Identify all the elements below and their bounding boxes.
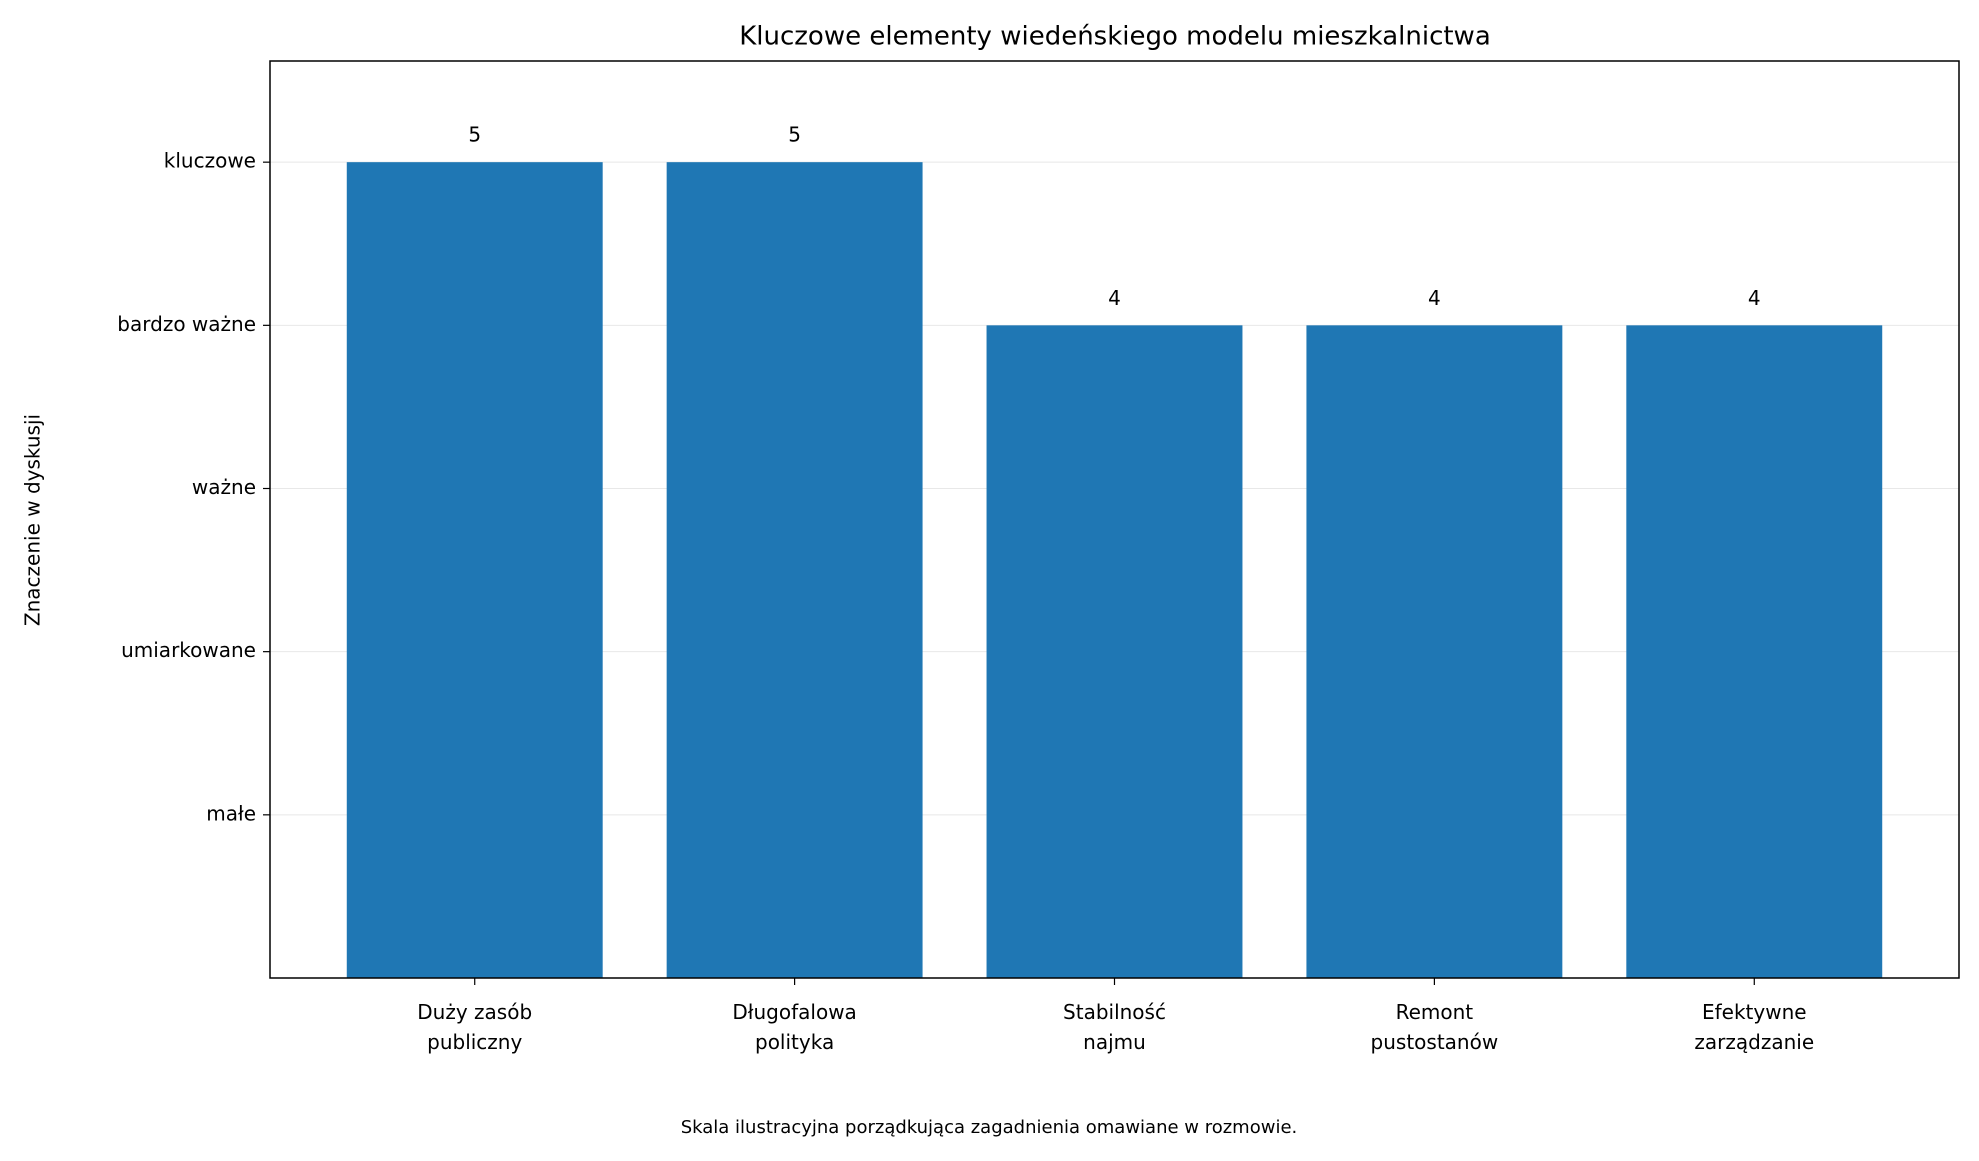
- bar: [1306, 325, 1563, 979]
- bar: [666, 162, 923, 978]
- value-label: 5: [468, 123, 481, 147]
- plot-frame: [269, 60, 1960, 979]
- y-axis-label: Znaczenie w dyskusji: [21, 414, 45, 626]
- value-label: 4: [1428, 286, 1441, 310]
- caption: Skala ilustracyjna porządkująca zagadnie…: [681, 1117, 1298, 1138]
- x-tick-label: Stabilność najmu: [1063, 1000, 1166, 1054]
- x-tick-label: Remont pustostanów: [1371, 1000, 1499, 1054]
- value-label: 4: [1748, 286, 1761, 310]
- value-label: 4: [1108, 286, 1121, 310]
- bar: [1626, 325, 1883, 979]
- y-tick-label: małe: [206, 801, 256, 825]
- value-label: 5: [788, 123, 801, 147]
- bar: [346, 162, 603, 978]
- y-tick-label: umiarkowane: [121, 638, 256, 662]
- x-tick-label: Efektywne zarządzanie: [1694, 1000, 1814, 1054]
- y-tick-label: kluczowe: [164, 149, 256, 173]
- x-tick-label: Duży zasób publiczny: [417, 1000, 532, 1054]
- chart-title: Kluczowe elementy wiedeńskiego modelu mi…: [739, 22, 1491, 52]
- x-tick-label: Długofalowa polityka: [732, 1000, 856, 1054]
- bar: [986, 325, 1243, 979]
- y-tick-label: bardzo ważne: [117, 312, 256, 336]
- y-tick-label: ważne: [192, 475, 256, 499]
